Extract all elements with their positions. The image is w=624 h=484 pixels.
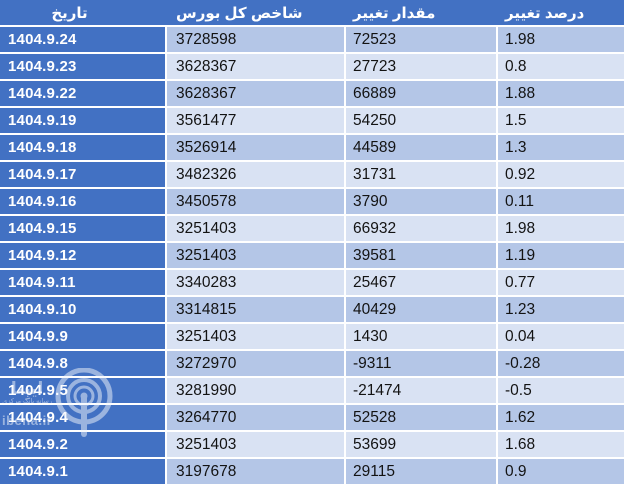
percent-cell: 1.23 <box>498 297 624 322</box>
index-cell: 3251403 <box>167 432 344 457</box>
percent-cell: 0.8 <box>498 54 624 79</box>
index-cell: 3314815 <box>167 297 344 322</box>
percent-cell: 1.62 <box>498 405 624 430</box>
table-row: 1404.9.9 3251403 1430 0.04 <box>0 324 624 349</box>
change-cell: 25467 <box>346 270 496 295</box>
table-row: 1404.9.4 3264770 52528 1.62 <box>0 405 624 430</box>
table-header: تاریخ شاخص کل بورس مقدار تغییر درصد تغیی… <box>0 0 624 25</box>
table-row: 1404.9.2 3251403 53699 1.68 <box>0 432 624 457</box>
change-cell: 3790 <box>346 189 496 214</box>
percent-cell: 0.77 <box>498 270 624 295</box>
change-cell: 40429 <box>346 297 496 322</box>
percent-cell: 1.88 <box>498 81 624 106</box>
change-cell: 52528 <box>346 405 496 430</box>
table-row: 1404.9.24 3728598 72523 1.98 <box>0 27 624 52</box>
date-cell: 1404.9.22 <box>0 81 165 106</box>
table-row: 1404.9.12 3251403 39581 1.19 <box>0 243 624 268</box>
index-cell: 3251403 <box>167 216 344 241</box>
date-cell: 1404.9.18 <box>0 135 165 160</box>
table-row: 1404.9.16 3450578 3790 0.11 <box>0 189 624 214</box>
change-cell: -9311 <box>346 351 496 376</box>
column-header-index: شاخص کل بورس <box>176 4 303 22</box>
change-cell: 39581 <box>346 243 496 268</box>
date-cell: 1404.9.2 <box>0 432 165 457</box>
table-row: 1404.9.15 3251403 66932 1.98 <box>0 216 624 241</box>
index-cell: 3628367 <box>167 81 344 106</box>
table-row: 1404.9.1 3197678 29115 0.9 <box>0 459 624 484</box>
index-cell: 3728598 <box>167 27 344 52</box>
date-cell: 1404.9.12 <box>0 243 165 268</box>
change-cell: 66889 <box>346 81 496 106</box>
index-cell: 3281990 <box>167 378 344 403</box>
percent-cell: -0.28 <box>498 351 624 376</box>
percent-cell: 1.5 <box>498 108 624 133</box>
percent-cell: 0.9 <box>498 459 624 484</box>
table-row: 1404.9.18 3526914 44589 1.3 <box>0 135 624 160</box>
table-row: 1404.9.8 3272970 -9311 -0.28 <box>0 351 624 376</box>
column-header-date: تاریخ <box>51 4 88 22</box>
table-row: 1404.9.17 3482326 31731 0.92 <box>0 162 624 187</box>
change-cell: 66932 <box>346 216 496 241</box>
date-cell: 1404.9.9 <box>0 324 165 349</box>
table-row: 1404.9.5 3281990 -21474 -0.5 <box>0 378 624 403</box>
change-cell: 27723 <box>346 54 496 79</box>
table-row: 1404.9.11 3340283 25467 0.77 <box>0 270 624 295</box>
change-cell: 29115 <box>346 459 496 484</box>
index-cell: 3251403 <box>167 324 344 349</box>
table-row: 1404.9.19 3561477 54250 1.5 <box>0 108 624 133</box>
index-cell: 3482326 <box>167 162 344 187</box>
percent-cell: 1.3 <box>498 135 624 160</box>
table-row: 1404.9.10 3314815 40429 1.23 <box>0 297 624 322</box>
percent-cell: 0.11 <box>498 189 624 214</box>
date-cell: 1404.9.17 <box>0 162 165 187</box>
index-cell: 3561477 <box>167 108 344 133</box>
change-cell: 53699 <box>346 432 496 457</box>
date-cell: 1404.9.16 <box>0 189 165 214</box>
change-cell: 54250 <box>346 108 496 133</box>
index-cell: 3251403 <box>167 243 344 268</box>
column-header-percent: درصد تغییر <box>505 4 585 22</box>
index-cell: 3340283 <box>167 270 344 295</box>
percent-cell: -0.5 <box>498 378 624 403</box>
date-cell: 1404.9.10 <box>0 297 165 322</box>
percent-cell: 1.19 <box>498 243 624 268</box>
table-row: 1404.9.23 3628367 27723 0.8 <box>0 54 624 79</box>
table-row: 1404.9.22 3628367 66889 1.88 <box>0 81 624 106</box>
change-cell: 31731 <box>346 162 496 187</box>
date-cell: 1404.9.5 <box>0 378 165 403</box>
date-cell: 1404.9.8 <box>0 351 165 376</box>
date-cell: 1404.9.1 <box>0 459 165 484</box>
change-cell: 72523 <box>346 27 496 52</box>
percent-cell: 1.68 <box>498 432 624 457</box>
index-cell: 3272970 <box>167 351 344 376</box>
column-header-change: مقدار تغییر <box>353 4 436 22</box>
date-cell: 1404.9.4 <box>0 405 165 430</box>
date-cell: 1404.9.19 <box>0 108 165 133</box>
percent-cell: 1.98 <box>498 27 624 52</box>
change-cell: 1430 <box>346 324 496 349</box>
date-cell: 1404.9.24 <box>0 27 165 52</box>
change-cell: -21474 <box>346 378 496 403</box>
index-cell: 3450578 <box>167 189 344 214</box>
index-cell: 3628367 <box>167 54 344 79</box>
change-cell: 44589 <box>346 135 496 160</box>
percent-cell: 0.04 <box>498 324 624 349</box>
index-cell: 3197678 <box>167 459 344 484</box>
index-cell: 3264770 <box>167 405 344 430</box>
date-cell: 1404.9.11 <box>0 270 165 295</box>
date-cell: 1404.9.23 <box>0 54 165 79</box>
percent-cell: 0.92 <box>498 162 624 187</box>
percent-cell: 1.98 <box>498 216 624 241</box>
date-cell: 1404.9.15 <box>0 216 165 241</box>
index-cell: 3526914 <box>167 135 344 160</box>
